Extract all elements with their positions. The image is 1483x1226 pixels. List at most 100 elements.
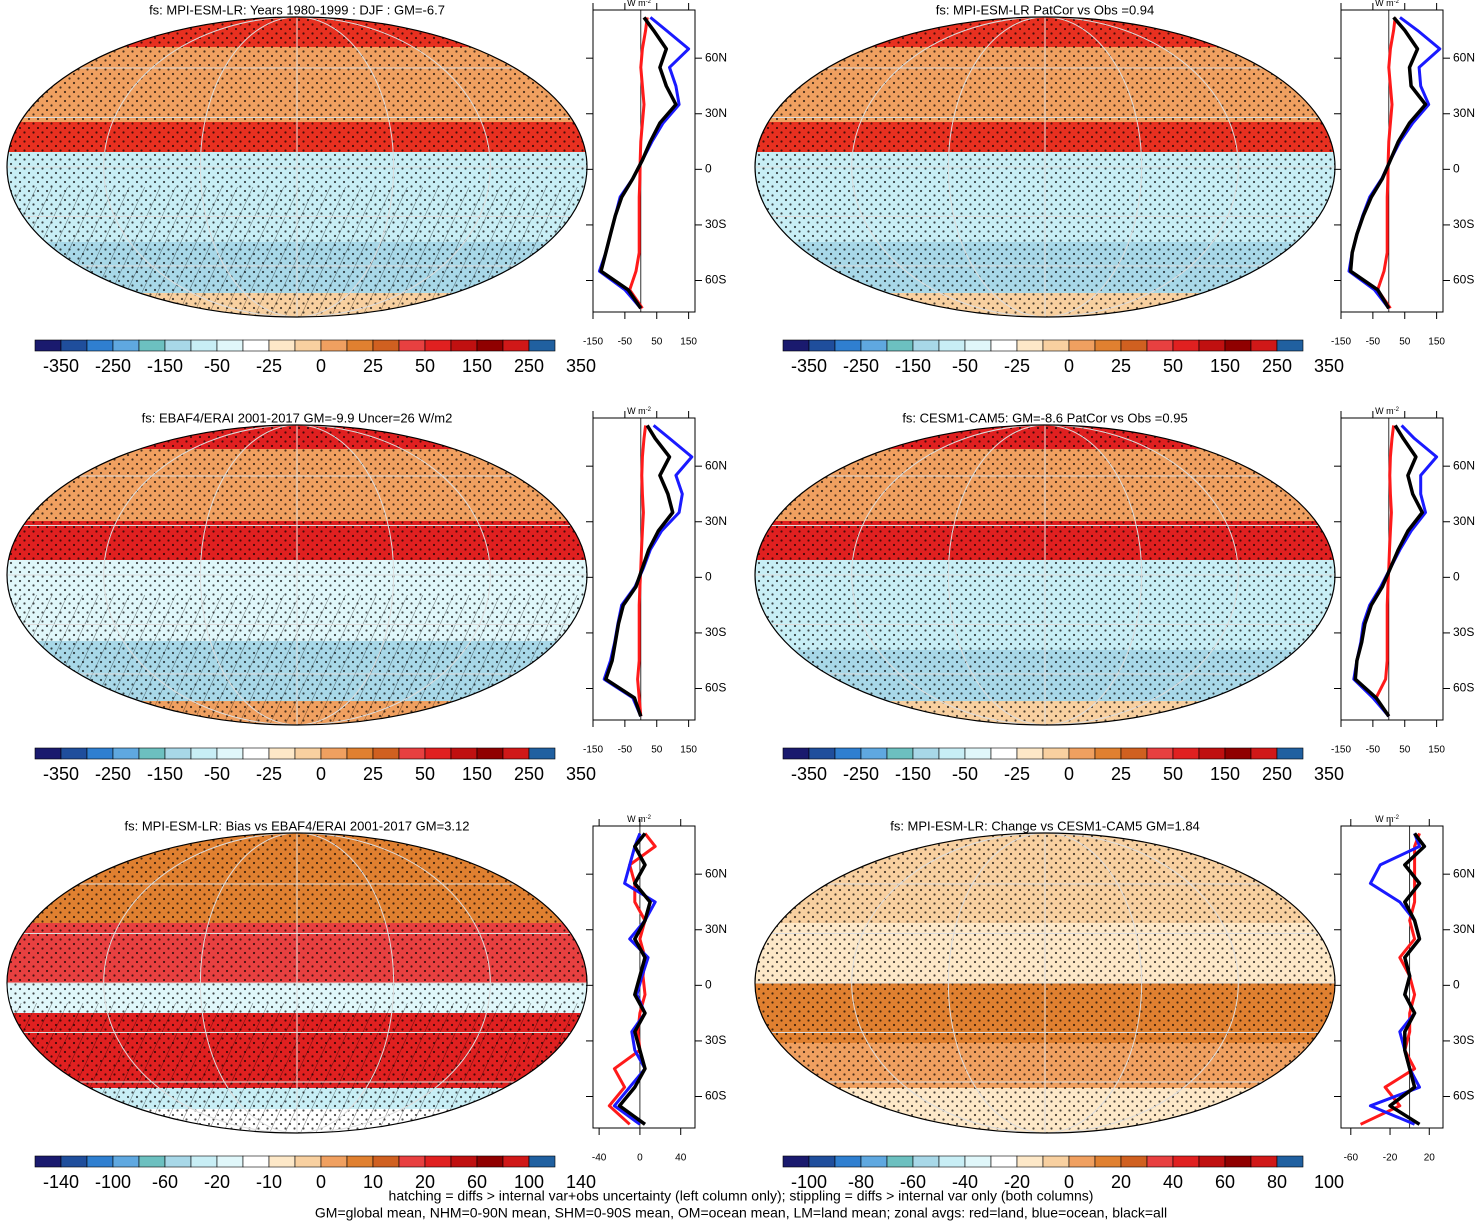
colorbar-box — [1224, 747, 1252, 760]
colorbar-box — [938, 1155, 966, 1168]
colorbar-label: -250 — [95, 764, 131, 784]
y-tick-label: 60S — [1453, 1089, 1474, 1103]
colorbar-box — [60, 747, 88, 760]
colorbar-box — [398, 1155, 426, 1168]
zonal-line — [1352, 424, 1439, 718]
y-tick-label: 60S — [705, 681, 726, 695]
colorbar-label: 0 — [316, 356, 326, 376]
colorbar-box — [834, 747, 862, 760]
colorbar-label: -250 — [843, 764, 879, 784]
colorbar-box — [1120, 339, 1148, 352]
colorbar-label: -20 — [1004, 1172, 1030, 1192]
colorbar-box — [1146, 339, 1174, 352]
colorbar-label: 150 — [462, 356, 492, 376]
units-superscript: -2 — [1394, 0, 1400, 5]
colorbar-label: 150 — [462, 764, 492, 784]
colorbar-label: -250 — [843, 356, 879, 376]
y-tick-label: 30S — [1453, 625, 1474, 639]
colorbar-box — [1042, 339, 1070, 352]
units-superscript: -2 — [1394, 407, 1400, 413]
panel: fs: MPI-ESM-LR: Years 1980-1999 : DJF : … — [6, 0, 727, 376]
colorbar-box — [242, 339, 270, 352]
colorbar-label: 250 — [514, 356, 544, 376]
units-superscript: -2 — [646, 0, 652, 5]
colorbar-label: -350 — [791, 764, 827, 784]
units: W m — [1375, 0, 1394, 8]
panel: fs: CESM1-CAM5: GM=-8.6 PatCor vs Obs =0… — [754, 406, 1475, 784]
colorbar-box — [1042, 1155, 1070, 1168]
y-tick-label: 60S — [1453, 681, 1474, 695]
colorbar-box — [528, 1155, 556, 1168]
y-tick-label: 0 — [1453, 570, 1460, 584]
colorbar-label: 25 — [1111, 356, 1131, 376]
colorbar-label: 80 — [1267, 1172, 1287, 1192]
colorbar-box — [860, 339, 888, 352]
colorbar-box — [782, 747, 810, 760]
x-tick-label: 50 — [651, 745, 663, 756]
colorbar-label: 10 — [363, 1172, 383, 1192]
zonal-frame — [1340, 825, 1444, 1129]
colorbar-box — [164, 339, 192, 352]
map — [755, 833, 1335, 1133]
zonal-plot: W m-2 -40 0 40 60N 30N 0 30S 60S — [586, 814, 727, 1164]
colorbar-box — [834, 339, 862, 352]
colorbar-box — [476, 1155, 504, 1168]
zonal-frame — [592, 417, 696, 721]
colorbar-label: 60 — [467, 1172, 487, 1192]
panel-title: fs: CESM1-CAM5: GM=-8.6 PatCor vs Obs =0… — [902, 410, 1187, 425]
map-border — [6, 424, 588, 726]
y-tick-label: 30S — [705, 625, 726, 639]
colorbar-label: 0 — [1064, 764, 1074, 784]
zonal-line — [1347, 16, 1442, 310]
zonal-line — [1348, 16, 1428, 310]
colorbar-box — [808, 1155, 836, 1168]
map — [7, 425, 587, 725]
colorbar-label: -150 — [895, 764, 931, 784]
zonal-line — [602, 424, 694, 717]
colorbar-label: -60 — [900, 1172, 926, 1192]
colorbar-label: 20 — [415, 1172, 435, 1192]
y-tick-label: 60N — [705, 50, 727, 64]
colorbar-box — [216, 339, 244, 352]
colorbar-box — [1172, 1155, 1200, 1168]
colorbar-box — [476, 747, 504, 760]
colorbar-label: 50 — [1163, 356, 1183, 376]
colorbar-box — [1068, 1155, 1096, 1168]
colorbar-box — [1068, 339, 1096, 352]
colorbar-label: -150 — [147, 356, 183, 376]
colorbar-box — [1276, 747, 1304, 760]
colorbar-box — [1276, 339, 1304, 352]
units-label: W m-2 — [627, 406, 651, 416]
colorbar-label: 350 — [566, 764, 596, 784]
y-tick-label: 30N — [705, 922, 727, 936]
colorbar-box — [372, 1155, 400, 1168]
y-tick-label: 0 — [1453, 162, 1460, 176]
colorbar-box — [1250, 1155, 1278, 1168]
colorbar-box — [1172, 747, 1200, 760]
colorbar-box — [1094, 1155, 1122, 1168]
units-label: W m-2 — [1375, 0, 1399, 8]
colorbar-box — [1146, 747, 1174, 760]
map-border — [754, 424, 1336, 726]
y-tick-label: 60S — [705, 273, 726, 287]
y-tick-label: 30N — [1453, 922, 1475, 936]
x-tick-label: 20 — [1424, 1153, 1436, 1164]
colorbar-box — [398, 747, 426, 760]
colorbar-box — [112, 747, 140, 760]
colorbar-box — [528, 747, 556, 760]
units: W m — [1375, 814, 1394, 824]
units-superscript: -2 — [646, 815, 652, 821]
colorbar-label: -350 — [791, 356, 827, 376]
x-tick-label: -50 — [1366, 337, 1381, 348]
colorbar-label: -25 — [1004, 356, 1030, 376]
colorbar-box — [912, 747, 940, 760]
zonal-frame — [592, 825, 696, 1129]
colorbar-box — [1016, 747, 1044, 760]
colorbar-box — [320, 747, 348, 760]
colorbar-box — [860, 747, 888, 760]
colorbar-box — [502, 747, 530, 760]
colorbar-label: -50 — [204, 764, 230, 784]
zonal-line — [1376, 17, 1397, 310]
colorbar-box — [912, 339, 940, 352]
colorbar-box — [398, 339, 426, 352]
